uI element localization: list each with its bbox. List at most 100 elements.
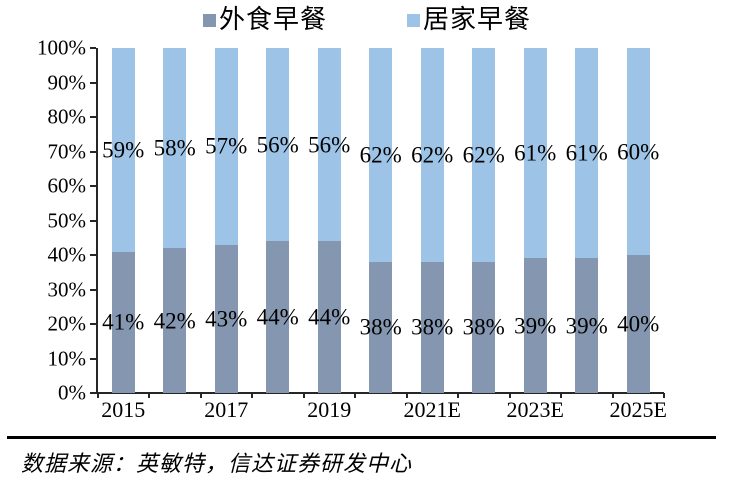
y-axis-tick-label: 90% (47, 70, 87, 94)
segment-home-breakfast[interactable] (214, 48, 238, 245)
y-axis-tick (90, 150, 96, 153)
x-axis-tick (199, 393, 202, 398)
data-source-text: 数据来源：英敏特，信达证券研发中心 (21, 451, 413, 476)
segment-home-breakfast[interactable] (420, 48, 444, 262)
y-axis-tick-label: 30% (47, 277, 87, 301)
y-axis-tick-label: 10% (47, 346, 87, 370)
x-axis-tick (354, 393, 356, 398)
segment-eat-out-breakfast[interactable] (266, 241, 290, 393)
segment-home-breakfast[interactable] (266, 48, 290, 242)
x-axis-tick (457, 393, 459, 398)
y-axis-tick (90, 116, 96, 118)
y-axis-tick (90, 357, 96, 360)
bar-2023E[interactable] (523, 48, 547, 393)
bar-2016[interactable] (163, 48, 187, 393)
x-axis-tick (148, 393, 150, 398)
segment-home-breakfast[interactable] (163, 48, 187, 249)
bar-2020[interactable] (369, 48, 393, 393)
value-label-home: 56% (256, 132, 299, 158)
segment-eat-out-breakfast[interactable] (575, 258, 599, 393)
bar-2015[interactable] (111, 48, 135, 393)
value-label-eat-out: 42% (153, 308, 196, 334)
segment-eat-out-breakfast[interactable] (214, 244, 238, 393)
legend-item-eat-out-breakfast[interactable]: 外食早餐 (203, 7, 327, 33)
segment-home-breakfast[interactable] (523, 48, 547, 259)
value-label-home: 61% (514, 140, 557, 166)
y-axis-tick (90, 254, 96, 256)
x-axis-tick (611, 393, 614, 398)
y-axis-tick (90, 47, 96, 49)
value-label-eat-out: 39% (514, 313, 557, 339)
bar-2024E[interactable] (575, 48, 599, 393)
y-axis-tick-label: 40% (47, 242, 87, 267)
x-axis-label-2025E: 2025E (609, 397, 667, 422)
x-axis-label-2019: 2019 (307, 397, 352, 422)
x-axis-label-2021E: 2021E (403, 397, 461, 422)
x-axis-tick (663, 393, 665, 398)
y-axis-tick (90, 288, 96, 291)
x-axis-line (96, 392, 664, 394)
x-axis-tick (560, 393, 562, 398)
y-axis-tick-label: 100% (37, 35, 86, 60)
x-axis-tick (96, 393, 99, 398)
y-axis-tick-label: 80% (47, 104, 87, 129)
legend-label: 外食早餐 (219, 5, 328, 34)
value-label-home: 56% (308, 132, 351, 158)
y-axis-tick-label: 60% (47, 173, 87, 198)
y-axis-tick (90, 323, 96, 325)
bar-2021E[interactable] (420, 48, 444, 393)
bar-2019[interactable] (317, 48, 341, 393)
x-axis-tick (508, 393, 511, 398)
value-label-eat-out: 43% (205, 306, 248, 332)
segment-eat-out-breakfast[interactable] (317, 241, 341, 393)
segment-eat-out-breakfast[interactable] (626, 255, 650, 393)
y-axis-tick (90, 81, 96, 84)
value-label-home: 62% (359, 142, 402, 168)
segment-home-breakfast[interactable] (111, 48, 135, 252)
value-label-home: 58% (153, 135, 196, 161)
x-axis-label-2017: 2017 (204, 397, 249, 422)
segment-home-breakfast[interactable] (317, 48, 341, 242)
y-axis-tick (90, 392, 96, 394)
value-label-eat-out: 38% (359, 314, 402, 340)
value-label-home: 62% (462, 142, 505, 168)
value-label-home: 62% (411, 142, 454, 168)
segment-eat-out-breakfast[interactable] (472, 261, 496, 393)
y-axis-tick-label: 50% (47, 208, 87, 232)
legend-label: 居家早餐 (423, 5, 532, 34)
value-label-home: 57% (205, 133, 248, 159)
value-label-home: 61% (565, 140, 608, 166)
legend-swatch-home-icon (407, 13, 420, 27)
value-label-home: 59% (102, 137, 145, 163)
segment-home-breakfast[interactable] (626, 48, 650, 255)
segment-eat-out-breakfast[interactable] (420, 261, 444, 393)
segment-eat-out-breakfast[interactable] (369, 261, 393, 393)
value-label-eat-out: 39% (565, 313, 608, 339)
segment-eat-out-breakfast[interactable] (111, 251, 135, 393)
stacked-bar-chart: 0% 10% 20% 30% 40% 50% 60% 70% 80% 90% 100% 59% 41% 5… (37, 35, 667, 422)
x-axis-label-2015: 2015 (101, 397, 146, 422)
segment-home-breakfast[interactable] (575, 48, 599, 259)
x-axis-tick (405, 393, 408, 398)
legend-swatch-eat-out-icon (203, 13, 216, 27)
value-label-eat-out: 38% (462, 314, 505, 340)
y-axis-tick-label: 0% (58, 380, 86, 405)
y-axis-tick (90, 185, 96, 187)
segment-home-breakfast[interactable] (472, 48, 496, 262)
y-axis-tick (90, 219, 96, 222)
bar-2017[interactable] (214, 48, 238, 393)
x-axis-tick (302, 393, 305, 398)
bar-2025E[interactable] (626, 48, 650, 393)
x-axis-label-2023E: 2023E (506, 397, 564, 422)
footer-divider (7, 436, 716, 439)
bar-2018[interactable] (266, 48, 290, 393)
value-label-eat-out: 44% (256, 304, 299, 330)
segment-home-breakfast[interactable] (369, 48, 393, 262)
y-axis-tick-label: 20% (47, 311, 87, 336)
value-label-eat-out: 44% (308, 304, 351, 330)
value-label-home: 60% (617, 139, 660, 164)
segment-eat-out-breakfast[interactable] (523, 258, 547, 393)
legend-item-home-breakfast[interactable]: 居家早餐 (407, 7, 531, 33)
segment-eat-out-breakfast[interactable] (163, 248, 187, 393)
bar-2022E[interactable] (472, 48, 496, 393)
